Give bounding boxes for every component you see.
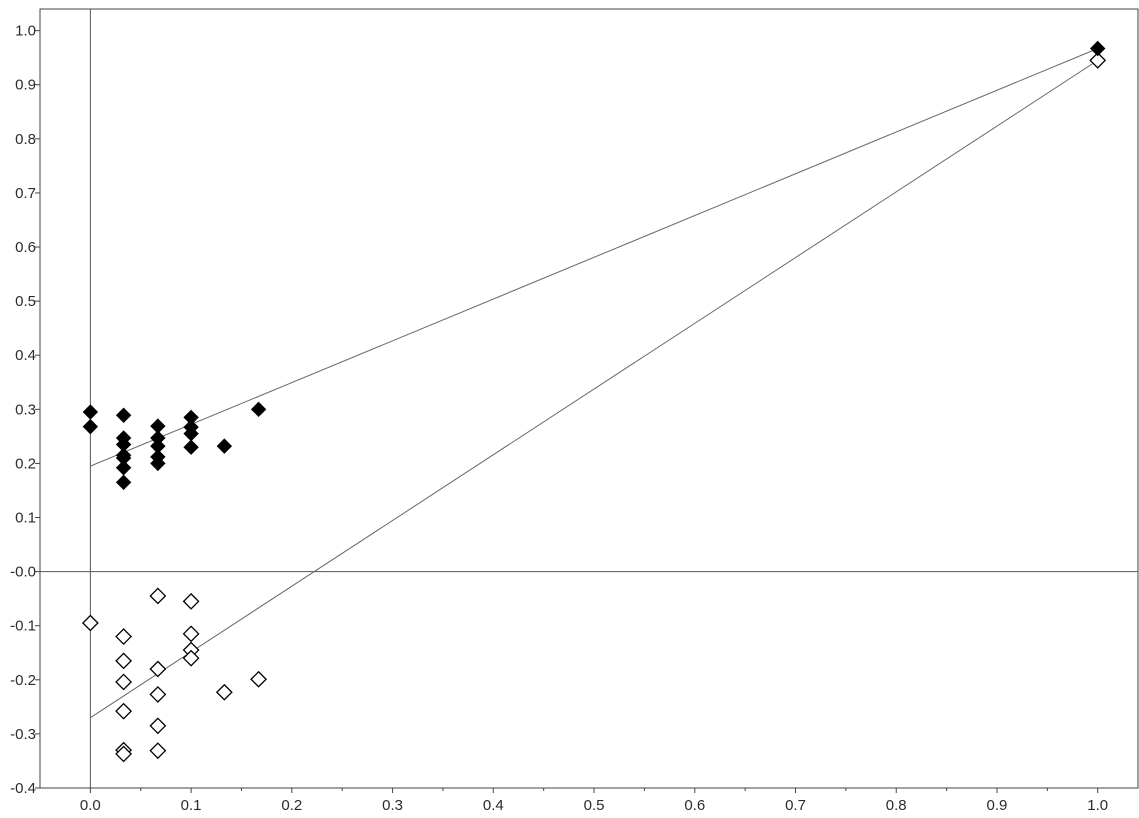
x-tick-label: 0.8 (886, 797, 907, 814)
data-point-open (250, 670, 268, 688)
y-tick-label: 0.6 (15, 239, 36, 256)
x-tick-label: 0.5 (584, 797, 605, 814)
x-tick-label: 0.2 (281, 797, 302, 814)
data-point-filled (216, 438, 233, 454)
y-tick-label: 0.1 (15, 510, 36, 527)
fit-line-open (90, 59, 1098, 719)
data-point-filled (183, 439, 199, 455)
y-axis: -0.4 -0.3 -0.2 -0.1 -0.0 0.1 0.2 0.3 0.4 0.5 0.6 0.… (10, 23, 40, 797)
y-tick-label: 0.4 (15, 347, 36, 364)
plot-area (39, 8, 1139, 789)
data-point-open (149, 660, 167, 678)
x-tick-label: 0.3 (382, 797, 403, 814)
data-point-open (115, 652, 133, 670)
data-point-filled (250, 401, 267, 418)
data-points (81, 40, 1107, 763)
reference-lines (40, 9, 1138, 788)
data-point-open (81, 614, 99, 632)
data-point-open (115, 702, 133, 720)
y-tick-label: 1.0 (15, 23, 36, 40)
data-point-open (182, 625, 200, 643)
data-point-open (149, 587, 167, 605)
x-tick-label: 0.6 (684, 797, 705, 814)
data-point-filled (150, 455, 166, 472)
y-tick-label: -0.3 (10, 726, 36, 743)
data-point-open (149, 717, 167, 735)
data-point-open (149, 685, 167, 703)
data-point-filled (115, 407, 132, 423)
x-tick-label: 0.0 (80, 797, 101, 814)
y-tick-label: 0.3 (15, 401, 36, 418)
data-point-open (215, 683, 233, 701)
y-tick-label: 0.7 (15, 185, 36, 202)
y-tick-label: 0.2 (15, 455, 36, 472)
y-tick-label: -0.4 (10, 780, 36, 797)
x-tick-label: 0.7 (785, 797, 806, 814)
data-point-open (115, 745, 133, 763)
data-point-open (182, 649, 200, 667)
x-axis: 0.0 0.1 0.2 0.3 0.4 0.5 0.6 0.7 0.8 0.9 1.0 (80, 788, 1108, 814)
trend-lines (90, 48, 1098, 719)
y-tick-label: -0.0 (10, 564, 36, 581)
y-tick-label: 0.8 (15, 131, 36, 148)
data-point-filled (115, 474, 132, 491)
data-point-open (1089, 51, 1107, 69)
data-point-filled (82, 418, 99, 435)
data-point-open (149, 742, 167, 760)
x-tick-label: 0.4 (483, 797, 504, 814)
y-tick-label: -0.1 (10, 618, 36, 635)
x-tick-label: 0.9 (987, 797, 1008, 814)
x-tick-label: 0.1 (181, 797, 202, 814)
data-point-open (115, 628, 133, 645)
y-tick-label: 0.5 (15, 293, 36, 310)
y-tick-label: 0.9 (15, 77, 36, 94)
data-point-open (182, 592, 200, 610)
fit-line-filled (90, 48, 1098, 467)
data-point-filled (1089, 40, 1106, 57)
data-point-open (115, 673, 133, 691)
x-tick-label: 1.0 (1087, 797, 1108, 814)
y-tick-label: -0.2 (10, 672, 36, 689)
